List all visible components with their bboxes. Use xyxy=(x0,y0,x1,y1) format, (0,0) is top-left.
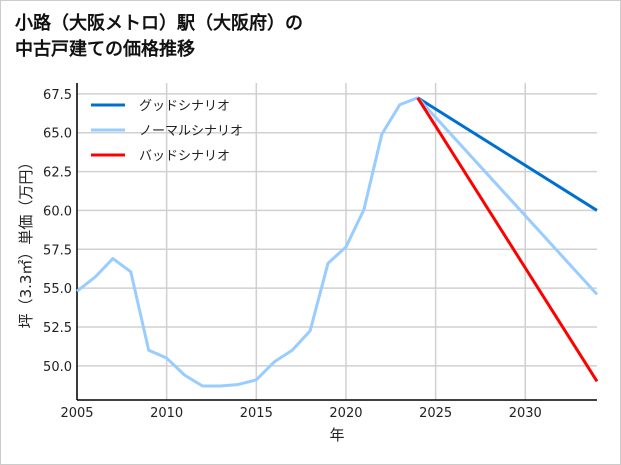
x-tick-label: 2025 xyxy=(419,406,452,421)
y-tick-label: 57.5 xyxy=(43,243,72,258)
x-tick-label: 2020 xyxy=(329,406,362,421)
y-tick-label: 67.5 xyxy=(43,88,72,103)
title-line-1: 小路（大阪メトロ）駅（大阪府）の xyxy=(15,13,303,34)
y-tick-label: 55.0 xyxy=(43,282,72,297)
y-tick-label: 60.0 xyxy=(43,204,72,219)
chart-title: 小路（大阪メトロ）駅（大阪府）の 中古戸建ての価格推移 xyxy=(15,11,303,63)
title-line-2: 中古戸建ての価格推移 xyxy=(15,39,195,60)
y-tick-label: 62.5 xyxy=(43,166,72,181)
legend-label-2: バッドシナリオ xyxy=(139,149,230,164)
x-tick-label: 2005 xyxy=(60,406,93,421)
x-tick-label: 2010 xyxy=(150,406,183,421)
x-axis-label: 年 xyxy=(329,426,344,444)
series-line-1 xyxy=(416,96,599,296)
y-tick-label: 52.5 xyxy=(43,321,72,336)
y-axis-label: 坪（3.3㎡）単価（万円） xyxy=(17,155,35,329)
x-tick-label: 2030 xyxy=(509,406,542,421)
x-tick-label: 2015 xyxy=(240,406,273,421)
series-line-0 xyxy=(416,96,598,212)
legend-label-1: ノーマルシナリオ xyxy=(139,124,243,139)
y-tick-label: 65.0 xyxy=(43,127,72,142)
history-line xyxy=(76,96,419,388)
series-line-2 xyxy=(416,96,599,383)
y-tick-label: 50.0 xyxy=(43,360,72,375)
legend-label-0: グッドシナリオ xyxy=(139,99,230,114)
